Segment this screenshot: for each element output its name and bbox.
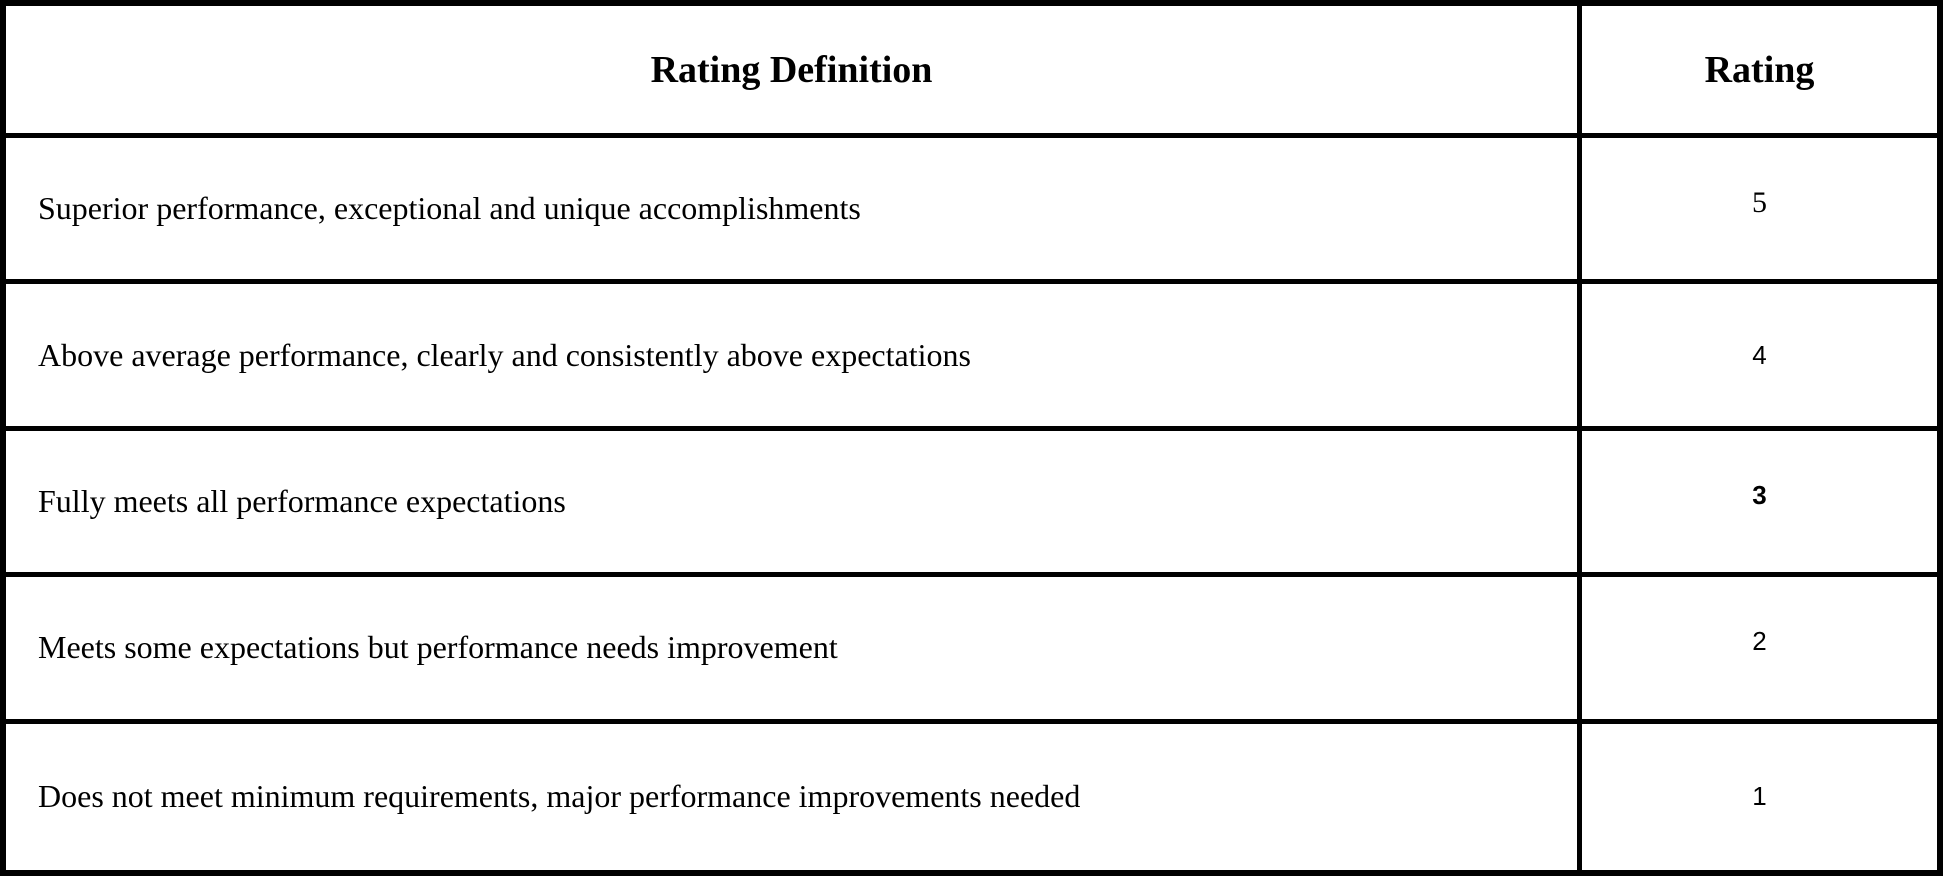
header-rating-definition: Rating Definition <box>6 6 1582 138</box>
row-5-definition: Does not meet minimum requirements, majo… <box>6 723 1582 870</box>
row-1-rating-value: 5 <box>1752 185 1767 219</box>
row-2-rating: 4 <box>1582 284 1937 431</box>
row-1-rating: 5 <box>1582 138 1937 285</box>
row-4-definition: Meets some expectations but performance … <box>6 577 1582 724</box>
row-4-rating: 2 <box>1582 577 1937 724</box>
row-5-rating: 1 <box>1752 781 1767 812</box>
header-rating: Rating <box>1582 6 1937 138</box>
row-1-definition: Superior performance, exceptional and un… <box>6 138 1582 285</box>
row-3-rating: 3 <box>1582 431 1937 578</box>
row-3-definition: Fully meets all performance expectations <box>6 430 1582 578</box>
row-4-rating-value: 2 <box>1752 626 1767 657</box>
row-2-definition: Above average performance, clearly and c… <box>6 284 1582 431</box>
row-3-rating-value: 3 <box>1752 479 1767 510</box>
